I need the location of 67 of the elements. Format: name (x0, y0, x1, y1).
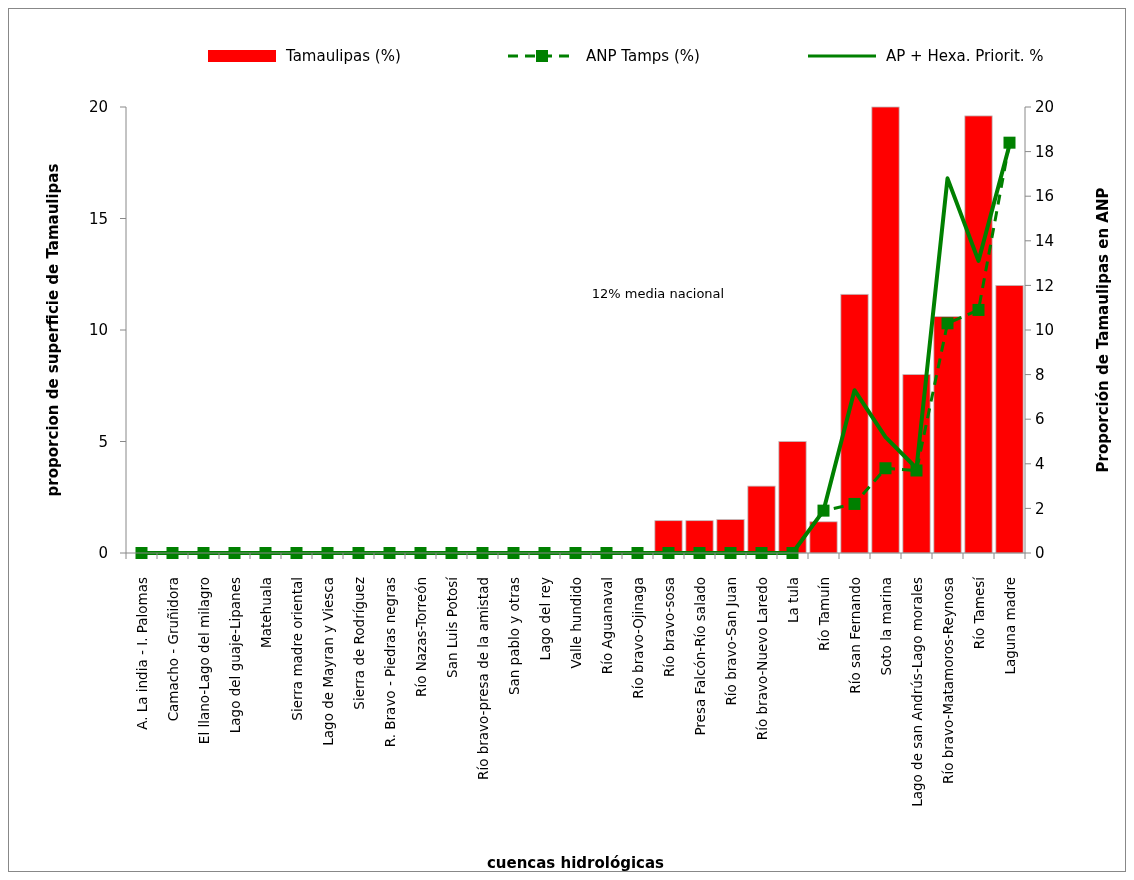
y2-axis-title: Proporción de Tamaulipas en ANP (1094, 187, 1112, 473)
x-tick-label: Lago de Mayran y Viesca (319, 577, 336, 746)
x-tick-label: Camacho - Gruñidora (164, 577, 181, 722)
point (972, 303, 985, 316)
bar (840, 293, 869, 554)
y-tick-label: 5 (98, 432, 108, 451)
y2-tick-label: 2 (1035, 499, 1045, 518)
x-tick-label: Río san Fernando (846, 577, 863, 694)
x-tick-label: Río Tamesí (970, 575, 987, 650)
y2-tick-label: 8 (1035, 365, 1045, 384)
point (941, 317, 954, 330)
x-tick-label: Río Nazas-Torreón (412, 577, 429, 697)
x-tick-label: Río bravo-sosa (660, 577, 677, 678)
x-tick-label: A. La india - I. Palomas (133, 577, 150, 730)
point (848, 497, 861, 510)
x-tick-label: Río bravo-San Juan (722, 577, 739, 706)
x-tick-label: Río bravo-presa de la amistad (474, 577, 491, 780)
y2-tick-label: 20 (1035, 98, 1055, 117)
x-tick-label: San pablo y otras (505, 577, 522, 696)
x-tick-label: Sierra de Rodríguez (350, 577, 367, 710)
x-tick-label: Matehuala (257, 577, 274, 648)
x-tick-label: Río bravo-Nuevo Laredo (753, 577, 770, 741)
bar (716, 519, 745, 554)
x-tick-label: Río bravo-Matamoros-Reynosa (939, 577, 956, 784)
y-tick-label: 15 (88, 209, 108, 228)
bar (871, 106, 900, 554)
y-axis-title: proporcion de superficie de Tamaulipas (44, 163, 62, 497)
legend-label: AP + Hexa. Priorit. % (886, 47, 1044, 66)
bar (685, 520, 714, 554)
bar (995, 285, 1024, 554)
x-tick-label: Río Aguanaval (598, 577, 615, 675)
x-tick-label: Lago de san Andrús-Lago morales (908, 577, 925, 807)
x-tick-label: Río Tamuín (815, 577, 832, 651)
y2-tick-label: 12 (1035, 276, 1055, 295)
x-axis-title: cuencas hidrológicas (486, 854, 665, 872)
x-tick-label: R. Bravo - Piedras negras (381, 577, 398, 748)
y2-tick-label: 0 (1035, 544, 1045, 563)
y2-tick-label: 16 (1035, 187, 1055, 206)
x-tick-label: La tula (784, 577, 801, 623)
bar (809, 521, 838, 554)
bar (747, 485, 776, 554)
legend-label: ANP Tamps (%) (586, 47, 700, 66)
x-tick-label: San Luis Potosí (443, 575, 460, 678)
point (879, 462, 892, 475)
y-tick-label: 0 (98, 544, 108, 563)
bar (933, 316, 962, 554)
x-tick-label: El llano-Lago del milagro (195, 577, 212, 745)
y2-tick-label: 18 (1035, 142, 1055, 161)
y-tick-label: 20 (88, 98, 108, 117)
bar (654, 520, 683, 554)
x-tick-label: Sierra madre oriental (288, 577, 305, 721)
y2-tick-label: 4 (1035, 455, 1045, 474)
annotation: 12% media nacional (591, 286, 725, 301)
x-tick-label: Presa Falcón-Río salado (691, 577, 708, 736)
y2-tick-label: 6 (1035, 410, 1045, 429)
x-tick-label: Lago del guaje-Lipanes (226, 577, 243, 734)
x-tick-label: Río bravo-Ojinaga (629, 577, 646, 699)
bar (964, 115, 993, 554)
x-tick-label: Laguna madre (1001, 577, 1018, 675)
bar (778, 441, 807, 554)
x-tick-label: Soto la marina (877, 577, 894, 676)
x-tick-label: Valle hundido (567, 577, 584, 669)
x-tick-label: Lago del rey (536, 577, 553, 661)
y2-tick-label: 14 (1035, 232, 1055, 251)
legend-label: Tamaulipas (%) (285, 47, 401, 66)
y2-tick-label: 10 (1035, 321, 1055, 340)
y-tick-label: 10 (88, 321, 108, 340)
